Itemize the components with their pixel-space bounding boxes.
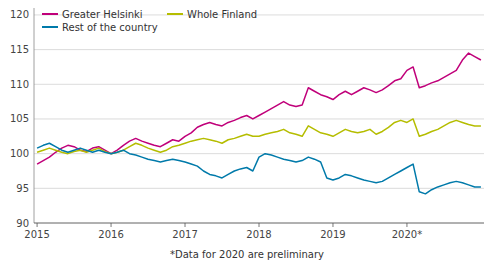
legend-label: Greater Helsinki <box>62 9 143 20</box>
series-line <box>37 119 481 154</box>
lines <box>37 53 481 194</box>
grid-line <box>34 118 484 119</box>
legend-swatch <box>42 26 58 28</box>
chart: 90 95 100 105 110 115 120 2015 2016 2017 2018 2019 2… <box>0 0 494 265</box>
y-axis-line <box>34 8 35 223</box>
footnote: *Data for 2020 are preliminary <box>170 249 324 260</box>
y-tick-label: 105 <box>10 113 29 124</box>
legend-label: Rest of the country <box>62 22 158 33</box>
y-tick-label: 115 <box>10 44 29 55</box>
grid-line <box>34 153 484 154</box>
x-tick-label: 2019 <box>320 229 345 240</box>
legend-swatch <box>167 13 183 15</box>
x-tick <box>111 223 112 227</box>
grid-line <box>34 188 484 189</box>
x-tick-label: 2018 <box>246 229 271 240</box>
x-tick-label: 2015 <box>24 229 49 240</box>
y-tick-label: 90 <box>16 218 29 229</box>
y-tick-label: 110 <box>10 79 29 90</box>
x-tick <box>332 223 333 227</box>
grid-line <box>34 49 484 50</box>
x-tick-label: 2020* <box>392 229 422 240</box>
grid-line <box>34 84 484 85</box>
y-tick-label: 95 <box>16 183 29 194</box>
x-tick <box>37 223 38 227</box>
x-tick-label: 2017 <box>172 229 197 240</box>
x-tick <box>406 223 407 227</box>
legend: Greater Helsinki Whole Finland Rest of the… <box>42 9 257 33</box>
x-tick <box>185 223 186 227</box>
x-tick-label: 2016 <box>98 229 123 240</box>
y-tick-label: 120 <box>10 9 29 20</box>
legend-label: Whole Finland <box>187 9 257 20</box>
legend-swatch <box>42 13 58 15</box>
series-line <box>37 53 481 164</box>
series-line <box>37 143 481 194</box>
y-tick-label: 100 <box>10 148 29 159</box>
x-tick <box>259 223 260 227</box>
